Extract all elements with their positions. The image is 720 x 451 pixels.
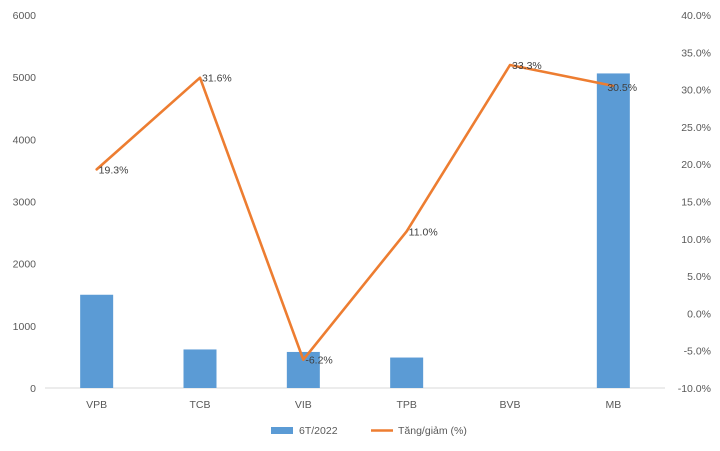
right-axis-ticks: -10.0% -5.0% 0.0% 5.0% 10.0% 15.0% 20.0% 25.0% 3… — [678, 10, 711, 395]
right-tick-label: -10.0% — [678, 383, 711, 395]
category-label: VIB — [295, 399, 312, 411]
line-series-path — [95, 63, 615, 362]
left-tick-label: 4000 — [13, 134, 37, 146]
category-labels: VPB TCB VIB TPB BVB MB — [86, 399, 621, 411]
line-data-label: 11.0% — [409, 226, 438, 238]
category-label: VPB — [86, 399, 107, 411]
right-tick-label: 15.0% — [681, 197, 711, 209]
right-tick-label: -5.0% — [684, 346, 711, 358]
right-tick-label: 30.0% — [681, 85, 711, 97]
right-tick-label: 0.0% — [687, 308, 711, 320]
category-label: BVB — [499, 399, 520, 411]
legend-swatch-bar — [271, 427, 293, 434]
line-data-label: 33.3% — [512, 60, 542, 72]
bar-tcb — [183, 349, 217, 388]
bar-vpb — [80, 294, 114, 388]
left-tick-label: 5000 — [13, 72, 37, 84]
legend-label-line: Tăng/giảm (%) — [398, 425, 467, 437]
bar-mb — [596, 73, 630, 388]
legend: 6T/2022 Tăng/giảm (%) — [271, 425, 467, 437]
right-tick-label: 10.0% — [681, 234, 711, 246]
right-tick-label: 40.0% — [681, 10, 711, 22]
left-tick-label: 0 — [30, 383, 36, 395]
left-tick-label: 3000 — [13, 197, 37, 209]
line-data-label: -6.2% — [305, 355, 332, 367]
line-data-label: 31.6% — [202, 73, 232, 85]
right-tick-label: 20.0% — [681, 159, 711, 171]
right-tick-label: 25.0% — [681, 122, 711, 134]
line-data-label: 19.3% — [99, 164, 129, 176]
left-tick-label: 2000 — [13, 259, 37, 271]
line-data-labels: 19.3% 31.6% -6.2% 11.0% 33.3% 30.5% — [99, 60, 637, 367]
left-tick-label: 6000 — [13, 10, 37, 22]
bar-series — [80, 73, 630, 388]
category-label: TPB — [396, 399, 416, 411]
right-tick-label: 35.0% — [681, 47, 711, 59]
legend-label-bar: 6T/2022 — [299, 425, 338, 437]
right-tick-label: 5.0% — [687, 271, 711, 283]
left-tick-label: 1000 — [13, 321, 37, 333]
line-series — [95, 63, 615, 362]
left-axis-ticks: 0 1000 2000 3000 4000 5000 6000 — [13, 10, 37, 395]
line-data-label: 30.5% — [607, 82, 637, 94]
category-label: MB — [605, 399, 621, 411]
bar-tpb — [390, 357, 424, 388]
category-label: TCB — [190, 399, 211, 411]
